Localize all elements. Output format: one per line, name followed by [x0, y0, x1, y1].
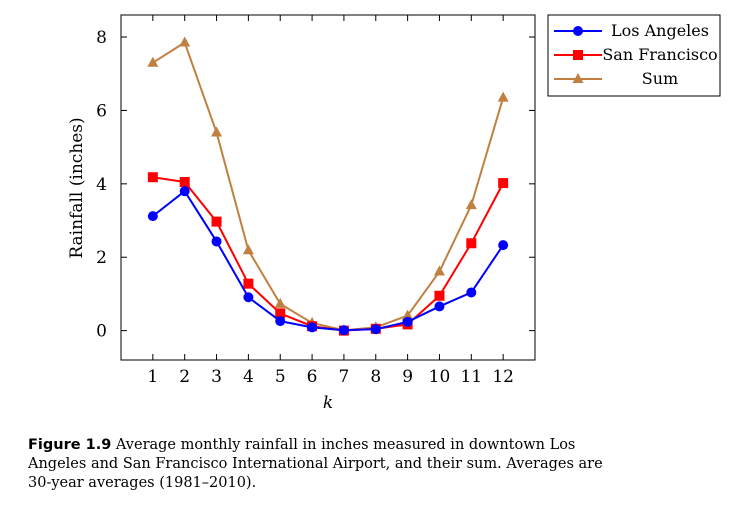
series-layer	[147, 36, 509, 336]
series-sum	[147, 36, 509, 335]
legend-entry-san-francisco: San Francisco	[554, 45, 718, 64]
point-sum-10	[433, 265, 445, 276]
x-axis-ticks: 1 2 3 4 5 6 7 8 9 10 11 12	[147, 15, 514, 387]
point-los-angeles-3	[211, 236, 222, 247]
point-sum-5	[274, 297, 286, 308]
x-tick-label-8: 8	[370, 367, 381, 387]
x-tick-label-9: 9	[402, 367, 413, 387]
point-san-francisco-4	[243, 278, 254, 289]
legend-marker-sum	[572, 73, 584, 83]
plot-frame	[120, 14, 536, 361]
x-tick-label-1: 1	[147, 367, 158, 387]
y-tick-label-4: 4	[96, 175, 107, 195]
legend-label-los-angeles: Los Angeles	[611, 21, 709, 40]
figure-caption: Figure 1.9 Average monthly rainfall in i…	[28, 436, 628, 493]
point-los-angeles-4	[243, 292, 254, 303]
series-san-francisco	[147, 172, 509, 336]
y-tick-label-2: 2	[96, 248, 107, 268]
x-tick-label-5: 5	[275, 367, 286, 387]
x-axis-label: k	[323, 393, 333, 413]
point-sum-11	[465, 199, 477, 210]
point-san-francisco-3	[211, 216, 222, 227]
point-los-angeles-10	[434, 301, 445, 312]
point-sum-4	[242, 244, 254, 255]
series-line-sum	[152, 41, 505, 332]
series-line-los-angeles	[152, 190, 504, 332]
point-san-francisco-10	[434, 290, 445, 301]
point-sum-12	[497, 91, 509, 102]
point-los-angeles-2	[179, 186, 190, 197]
x-tick-label-7: 7	[339, 367, 350, 387]
point-san-francisco-1	[147, 172, 158, 183]
x-tick-label-4: 4	[243, 367, 254, 387]
point-san-francisco-5	[275, 308, 286, 319]
y-axis-label: Rainfall (inches)	[67, 117, 87, 258]
x-tick-label-6: 6	[307, 367, 318, 387]
point-los-angeles-7	[338, 325, 349, 336]
legend-entry-sum: Sum	[554, 69, 678, 88]
x-tick-label-2: 2	[179, 367, 190, 387]
series-line-san-francisco	[152, 176, 505, 332]
point-los-angeles-5	[275, 316, 286, 327]
legend-entry-los-angeles: Los Angeles	[554, 21, 709, 40]
legend-marker-san-francisco	[573, 50, 583, 60]
y-tick-label-0: 0	[96, 322, 107, 342]
caption-text: Average monthly rainfall in inches measu…	[28, 437, 603, 491]
y-tick-label-8: 8	[96, 28, 107, 48]
x-tick-label-12: 12	[492, 367, 514, 387]
point-los-angeles-1	[147, 211, 158, 222]
y-tick-label-6: 6	[96, 101, 107, 121]
x-tick-label-10: 10	[429, 367, 451, 387]
point-los-angeles-6	[307, 322, 318, 333]
point-sum-2	[179, 36, 191, 47]
legend-label-san-francisco: San Francisco	[602, 45, 717, 64]
legend-marker-los-angeles	[573, 26, 583, 36]
legend-label-sum: Sum	[642, 69, 678, 88]
point-los-angeles-8	[370, 324, 381, 335]
series-los-angeles	[147, 186, 509, 336]
point-los-angeles-11	[466, 287, 477, 298]
point-san-francisco-11	[466, 238, 477, 249]
point-los-angeles-12	[498, 240, 509, 251]
point-sum-9	[402, 309, 414, 320]
legend: Los Angeles San Francisco Sum	[547, 14, 721, 97]
point-los-angeles-9	[402, 316, 413, 327]
point-sum-3	[211, 126, 223, 137]
y-axis-ticks: 0 2 4 6 8	[96, 28, 535, 342]
x-tick-label-3: 3	[211, 367, 222, 387]
point-san-francisco-12	[498, 178, 509, 189]
x-tick-label-11: 11	[460, 367, 482, 387]
point-sum-1	[147, 56, 159, 67]
point-san-francisco-2	[179, 176, 190, 187]
figure-label: Figure 1.9	[28, 437, 112, 453]
